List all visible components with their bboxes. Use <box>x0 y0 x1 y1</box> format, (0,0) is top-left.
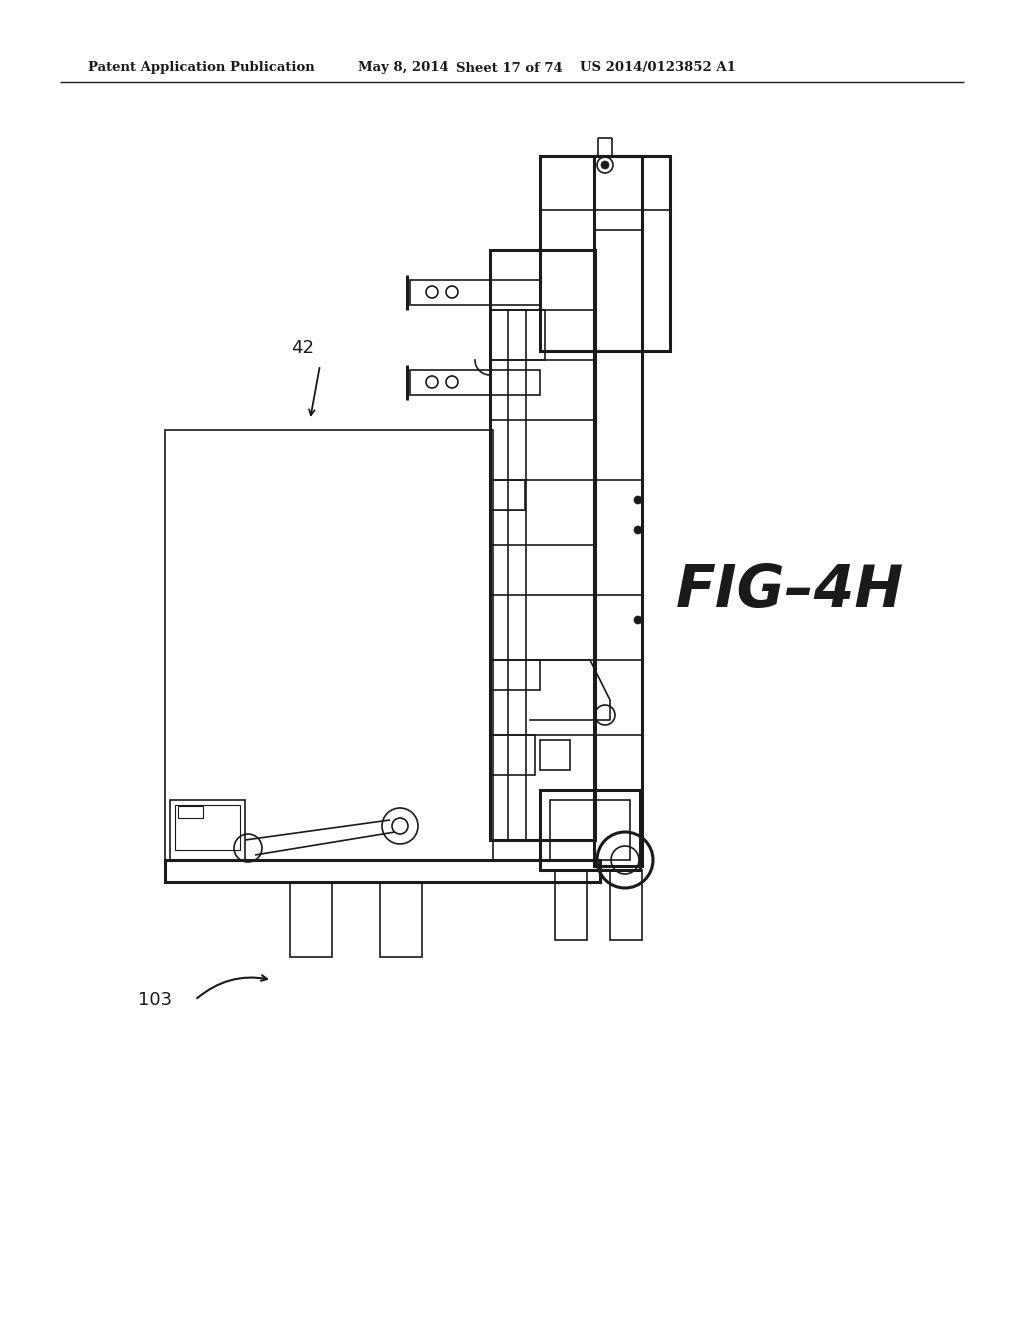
Bar <box>290 882 332 957</box>
Circle shape <box>601 161 609 169</box>
Bar <box>410 280 540 305</box>
Bar <box>555 870 587 940</box>
Bar <box>175 805 240 850</box>
Text: Sheet 17 of 74: Sheet 17 of 74 <box>456 62 563 74</box>
Bar <box>490 660 540 690</box>
Bar <box>490 735 535 775</box>
Circle shape <box>634 525 642 535</box>
Bar <box>165 861 600 882</box>
Text: May 8, 2014: May 8, 2014 <box>358 62 449 74</box>
Bar <box>550 800 630 861</box>
Bar <box>178 807 203 818</box>
Bar <box>540 741 570 770</box>
Bar <box>410 370 540 395</box>
Bar <box>610 870 642 940</box>
Bar <box>490 480 525 510</box>
Bar <box>540 156 670 351</box>
Bar <box>490 310 545 360</box>
Bar <box>170 800 245 861</box>
Bar <box>594 156 642 866</box>
Bar <box>540 789 640 870</box>
Text: Patent Application Publication: Patent Application Publication <box>88 62 314 74</box>
Bar <box>490 480 525 510</box>
Text: 103: 103 <box>138 991 172 1008</box>
Bar <box>490 249 595 840</box>
Text: US 2014/0123852 A1: US 2014/0123852 A1 <box>580 62 736 74</box>
Circle shape <box>634 496 642 504</box>
Circle shape <box>634 616 642 624</box>
Bar <box>508 310 526 840</box>
Bar <box>165 430 493 861</box>
Bar <box>380 882 422 957</box>
Text: FIG–4H: FIG–4H <box>676 561 904 619</box>
Text: 42: 42 <box>292 339 314 356</box>
